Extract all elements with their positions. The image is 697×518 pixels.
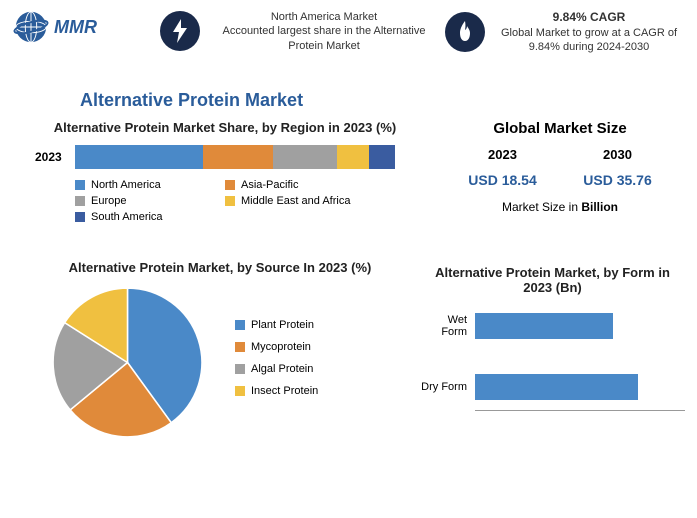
legend-swatch bbox=[225, 180, 235, 190]
global-market-size: Global Market Size 2023 USD 18.54 2030 USD … bbox=[445, 120, 675, 214]
bolt-icon bbox=[160, 11, 200, 51]
gms-note-bold: Billion bbox=[581, 200, 618, 214]
na-title: North America Market bbox=[208, 10, 440, 24]
region-stacked-bar bbox=[75, 145, 395, 169]
region-year-label: 2023 bbox=[35, 150, 75, 164]
legend-label: Mycoprotein bbox=[251, 341, 311, 353]
gms-column: 2023 USD 18.54 bbox=[468, 147, 536, 188]
region-segment bbox=[369, 145, 395, 169]
legend-swatch bbox=[235, 342, 245, 352]
region-segment bbox=[203, 145, 273, 169]
legend-item: Middle East and Africa bbox=[225, 195, 375, 207]
legend-label: South America bbox=[91, 211, 163, 223]
gms-title: Global Market Size bbox=[445, 120, 675, 137]
na-desc: Accounted largest share in the Alternati… bbox=[208, 24, 440, 53]
gms-note: Market Size in Billion bbox=[445, 200, 675, 214]
legend-label: Plant Protein bbox=[251, 319, 314, 331]
globe-icon bbox=[12, 8, 50, 46]
legend-item: Plant Protein bbox=[235, 319, 375, 331]
source-chart: Alternative Protein Market, by Source In… bbox=[20, 260, 420, 440]
legend-item: South America bbox=[75, 211, 225, 223]
legend-swatch bbox=[235, 364, 245, 374]
legend-item: Europe bbox=[75, 195, 225, 207]
region-legend: North America Asia-Pacific Europe Middle Ea… bbox=[35, 179, 415, 227]
form-bar-label: Dry Form bbox=[420, 381, 475, 393]
gms-note-pre: Market Size in bbox=[502, 200, 581, 214]
region-segment bbox=[337, 145, 369, 169]
legend-label: Asia-Pacific bbox=[241, 179, 298, 191]
region-segment bbox=[75, 145, 203, 169]
gms-value: USD 18.54 bbox=[468, 172, 536, 188]
mmr-logo: MMR bbox=[12, 8, 97, 46]
legend-item: Mycoprotein bbox=[235, 341, 375, 353]
header-cagr: 9.84% CAGR Global Market to grow at a CA… bbox=[445, 10, 685, 54]
form-chart-title: Alternative Protein Market, by Form in 2… bbox=[420, 265, 685, 295]
legend-label: Middle East and Africa bbox=[241, 195, 350, 207]
region-segment bbox=[273, 145, 337, 169]
region-chart-title: Alternative Protein Market Share, by Reg… bbox=[35, 120, 415, 135]
flame-icon bbox=[445, 12, 485, 52]
gms-value: USD 35.76 bbox=[583, 172, 651, 188]
cagr-desc: Global Market to grow at a CAGR of 9.84%… bbox=[493, 26, 685, 55]
form-bar-row: Dry Form bbox=[420, 374, 685, 400]
form-bar bbox=[475, 374, 638, 400]
form-chart: Alternative Protein Market, by Form in 2… bbox=[420, 265, 685, 411]
source-legend: Plant Protein Mycoprotein Algal Protein Ins… bbox=[235, 319, 375, 407]
legend-swatch bbox=[235, 320, 245, 330]
source-pie bbox=[50, 285, 205, 440]
header-north-america: North America Market Accounted largest s… bbox=[160, 10, 440, 53]
legend-swatch bbox=[75, 180, 85, 190]
gms-year: 2030 bbox=[583, 147, 651, 162]
form-axis bbox=[475, 410, 685, 411]
gms-column: 2030 USD 35.76 bbox=[583, 147, 651, 188]
main-title: Alternative Protein Market bbox=[80, 90, 303, 111]
legend-swatch bbox=[75, 196, 85, 206]
legend-label: North America bbox=[91, 179, 161, 191]
source-chart-title: Alternative Protein Market, by Source In… bbox=[20, 260, 420, 275]
legend-item: Algal Protein bbox=[235, 363, 375, 375]
logo-text: MMR bbox=[54, 17, 97, 38]
legend-item: North America bbox=[75, 179, 225, 191]
legend-swatch bbox=[75, 212, 85, 222]
legend-label: Europe bbox=[91, 195, 126, 207]
region-chart: Alternative Protein Market Share, by Reg… bbox=[35, 120, 415, 227]
form-bar-label: Wet Form bbox=[420, 314, 475, 338]
legend-label: Insect Protein bbox=[251, 385, 318, 397]
legend-swatch bbox=[225, 196, 235, 206]
legend-item: Insect Protein bbox=[235, 385, 375, 397]
legend-item: Asia-Pacific bbox=[225, 179, 375, 191]
legend-label: Algal Protein bbox=[251, 363, 313, 375]
gms-year: 2023 bbox=[468, 147, 536, 162]
legend-swatch bbox=[235, 386, 245, 396]
form-bar-row: Wet Form bbox=[420, 313, 685, 339]
form-bar bbox=[475, 313, 613, 339]
cagr-title: 9.84% CAGR bbox=[553, 10, 626, 24]
